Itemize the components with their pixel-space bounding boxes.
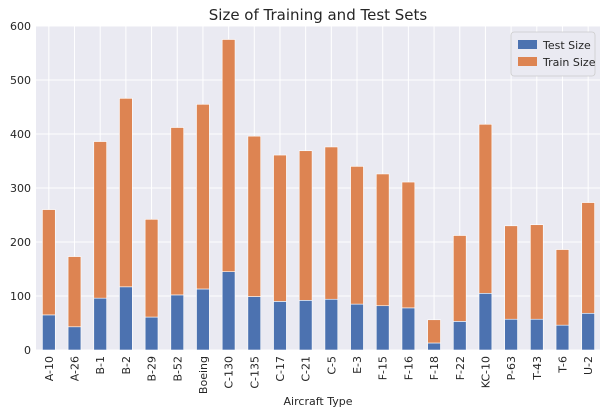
x-tick-label: B-29 bbox=[146, 356, 159, 382]
bar-train-size bbox=[221, 39, 236, 272]
bar-test-size bbox=[273, 301, 287, 351]
bar-test-size bbox=[93, 297, 107, 351]
bar-test-size bbox=[375, 305, 390, 351]
bar-test-size bbox=[581, 312, 595, 351]
bar-train-size bbox=[350, 166, 364, 305]
x-tick-label: T-43 bbox=[531, 356, 544, 381]
bar-test-size bbox=[221, 271, 236, 351]
x-tick-label: C-135 bbox=[248, 356, 261, 389]
bar-test-size bbox=[324, 298, 339, 351]
x-tick-label: P-63 bbox=[505, 356, 518, 380]
bar-train-size bbox=[324, 146, 339, 300]
bars bbox=[42, 39, 595, 351]
bar-test-size bbox=[144, 316, 159, 351]
x-tick-label: C-17 bbox=[274, 356, 287, 382]
bar-test-size bbox=[350, 303, 364, 351]
x-tick-label: B-52 bbox=[171, 356, 184, 382]
x-tick-label: B-2 bbox=[120, 356, 133, 375]
bar-train-size bbox=[273, 154, 287, 302]
bar-train-size bbox=[93, 141, 107, 299]
y-tick-label: 400 bbox=[10, 128, 31, 141]
bar-train-size bbox=[247, 135, 262, 297]
y-tick-label: 200 bbox=[10, 236, 31, 249]
y-tick-label: 0 bbox=[24, 344, 31, 357]
bar-test-size bbox=[196, 288, 210, 351]
y-tick-label: 100 bbox=[10, 290, 31, 303]
bar-train-size bbox=[144, 219, 159, 318]
bar-test-size bbox=[453, 321, 467, 351]
x-tick-label: T-6 bbox=[556, 356, 569, 374]
bar-test-size bbox=[530, 318, 544, 351]
y-tick-label: 300 bbox=[10, 182, 31, 195]
y-tick-label: 500 bbox=[10, 74, 31, 87]
x-tick-label: A-10 bbox=[43, 356, 56, 381]
bar-train-size bbox=[427, 319, 441, 344]
bar-test-size bbox=[401, 307, 416, 351]
legend-label: Train Size bbox=[542, 56, 596, 69]
legend-label: Test Size bbox=[542, 39, 591, 52]
bar-train-size bbox=[67, 256, 82, 328]
x-tick-label: A-26 bbox=[69, 356, 82, 381]
bar-test-size bbox=[67, 326, 82, 351]
bar-test-size bbox=[555, 324, 570, 351]
bar-test-size bbox=[170, 294, 184, 351]
bar-train-size bbox=[401, 181, 416, 309]
bar-train-size bbox=[530, 224, 544, 320]
bar-train-size bbox=[478, 123, 493, 294]
bar-test-size bbox=[427, 342, 441, 351]
x-tick-label: U-2 bbox=[582, 356, 595, 375]
x-tick-label: Boeing bbox=[197, 356, 210, 394]
legend-swatch bbox=[518, 40, 537, 49]
x-tick-label: F-15 bbox=[377, 356, 390, 380]
bar-test-size bbox=[42, 314, 56, 351]
x-tick-label: E-3 bbox=[351, 356, 364, 374]
bar-train-size bbox=[298, 150, 313, 301]
x-tick-label: F-18 bbox=[428, 356, 441, 380]
legend-swatch bbox=[518, 57, 537, 66]
bar-train-size bbox=[504, 225, 518, 320]
bar-test-size bbox=[298, 300, 313, 351]
bar-train-size bbox=[581, 202, 595, 314]
x-axis-ticks: A-10 A-26 B-1 B-2 B-29 B-52 Boeing C-130 C-135 C-… bbox=[43, 356, 595, 394]
chart-title: Size of Training and Test Sets bbox=[209, 6, 428, 24]
legend: Test Size Train Size bbox=[510, 31, 596, 77]
bar-test-size bbox=[478, 292, 493, 351]
bar-test-size bbox=[504, 318, 518, 351]
x-tick-label: KC-10 bbox=[479, 356, 492, 388]
bar-train-size bbox=[119, 98, 133, 288]
x-tick-label: C-130 bbox=[223, 356, 236, 389]
bar-train-size bbox=[375, 173, 390, 307]
bar-train-size bbox=[170, 127, 184, 296]
bar-test-size bbox=[119, 286, 133, 351]
x-tick-label: B-1 bbox=[94, 356, 107, 375]
y-tick-label: 600 bbox=[10, 20, 31, 33]
bar-test-size bbox=[247, 296, 262, 351]
x-tick-label: F-16 bbox=[402, 356, 415, 380]
bar-train-size bbox=[555, 249, 570, 326]
x-tick-label: F-22 bbox=[454, 356, 467, 380]
bar-train-size bbox=[453, 235, 467, 322]
bar-train-size bbox=[42, 209, 56, 316]
y-axis-ticks: 0 100 200 300 400 500 600 bbox=[10, 20, 31, 357]
x-axis-label: Aircraft Type bbox=[284, 395, 353, 408]
x-tick-label: C-21 bbox=[300, 356, 313, 382]
x-tick-label: C-5 bbox=[325, 356, 338, 375]
bar-train-size bbox=[196, 104, 210, 290]
